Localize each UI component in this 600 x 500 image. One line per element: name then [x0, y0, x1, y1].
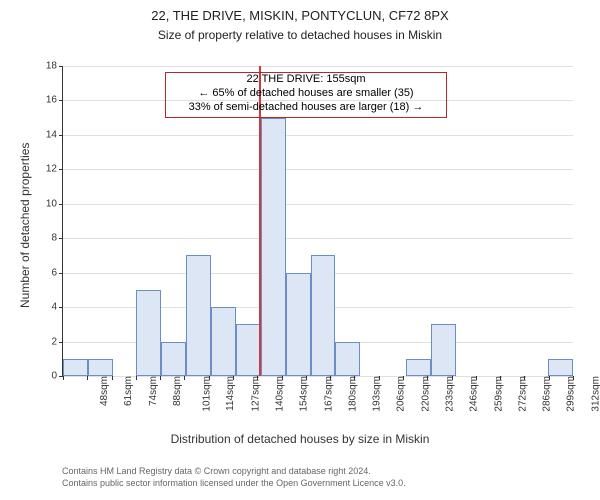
xtick-mark — [233, 376, 234, 380]
ytick-label: 18 — [46, 61, 63, 72]
y-axis-label: Number of detached properties — [18, 142, 32, 307]
bar — [186, 255, 211, 376]
bar — [88, 359, 113, 376]
xtick-label: 88sqm — [166, 376, 183, 406]
ytick-label: 4 — [51, 302, 63, 313]
xtick-label: 233sqm — [439, 376, 456, 412]
ytick-label: 0 — [51, 371, 63, 382]
xtick-label: 114sqm — [219, 376, 236, 411]
bar — [406, 359, 431, 376]
xtick-mark — [136, 376, 137, 380]
xtick-label: 299sqm — [560, 376, 577, 412]
bar — [136, 290, 161, 376]
xtick-mark — [403, 376, 404, 380]
xtick-label: 154sqm — [293, 376, 310, 412]
annotation-line1: 22 THE DRIVE: 155sqm — [166, 73, 446, 87]
bar — [311, 255, 336, 376]
bar — [548, 359, 573, 376]
chart-title-sub: Size of property relative to detached ho… — [0, 28, 600, 42]
attribution: Contains HM Land Registry data © Crown c… — [62, 466, 406, 489]
xtick-label: 246sqm — [463, 376, 480, 412]
xtick-label: 61sqm — [117, 376, 134, 406]
xtick-label: 74sqm — [142, 376, 159, 406]
xtick-mark — [209, 376, 210, 380]
ytick-label: 10 — [46, 198, 63, 209]
xtick-mark — [476, 376, 477, 380]
bar — [161, 342, 186, 376]
ytick-label: 12 — [46, 164, 63, 175]
ytick-label: 2 — [51, 336, 63, 347]
bar — [211, 307, 236, 376]
ytick-label: 8 — [51, 233, 63, 244]
annotation-line3: 33% of semi-detached houses are larger (… — [166, 101, 446, 115]
xtick-label: 193sqm — [366, 376, 383, 412]
xtick-label: 272sqm — [511, 376, 528, 412]
xtick-label: 48sqm — [93, 376, 110, 406]
xtick-mark — [524, 376, 525, 380]
xtick-label: 180sqm — [341, 376, 358, 412]
attribution-line2: Contains public sector information licen… — [62, 478, 406, 490]
xtick-mark — [257, 376, 258, 380]
xtick-mark — [379, 376, 380, 380]
xtick-mark — [330, 376, 331, 380]
xtick-label: 127sqm — [244, 376, 261, 412]
xtick-mark — [500, 376, 501, 380]
xtick-mark — [354, 376, 355, 380]
xtick-label: 259sqm — [487, 376, 504, 412]
bar — [335, 342, 360, 376]
x-axis-label: Distribution of detached houses by size … — [0, 432, 600, 446]
xtick-mark — [452, 376, 453, 380]
xtick-label: 101sqm — [196, 376, 213, 412]
xtick-label: 312sqm — [584, 376, 600, 412]
xtick-label: 206sqm — [390, 376, 407, 412]
xtick-mark — [282, 376, 283, 380]
xtick-label: 286sqm — [536, 376, 553, 412]
xtick-label: 167sqm — [317, 376, 334, 412]
xtick-mark — [427, 376, 428, 380]
chart-container: 22, THE DRIVE, MISKIN, PONTYCLUN, CF72 8… — [0, 0, 600, 500]
xtick-label: 140sqm — [269, 376, 286, 412]
xtick-mark — [112, 376, 113, 380]
xtick-label: 220sqm — [414, 376, 431, 412]
bar — [431, 324, 456, 376]
xtick-mark — [573, 376, 574, 380]
xtick-mark — [63, 376, 64, 380]
bar — [236, 324, 261, 376]
ytick-label: 16 — [46, 95, 63, 106]
annotation-line2: ← 65% of detached houses are smaller (35… — [166, 87, 446, 101]
chart-title-main: 22, THE DRIVE, MISKIN, PONTYCLUN, CF72 8… — [0, 8, 600, 23]
ytick-label: 6 — [51, 267, 63, 278]
annotation-box: 22 THE DRIVE: 155sqm ← 65% of detached h… — [165, 72, 447, 118]
bar — [261, 118, 286, 376]
xtick-mark — [184, 376, 185, 380]
xtick-mark — [306, 376, 307, 380]
xtick-mark — [549, 376, 550, 380]
xtick-mark — [160, 376, 161, 380]
bar — [286, 273, 311, 376]
ytick-label: 14 — [46, 129, 63, 140]
bar — [63, 359, 88, 376]
attribution-line1: Contains HM Land Registry data © Crown c… — [62, 466, 406, 478]
xtick-mark — [87, 376, 88, 380]
